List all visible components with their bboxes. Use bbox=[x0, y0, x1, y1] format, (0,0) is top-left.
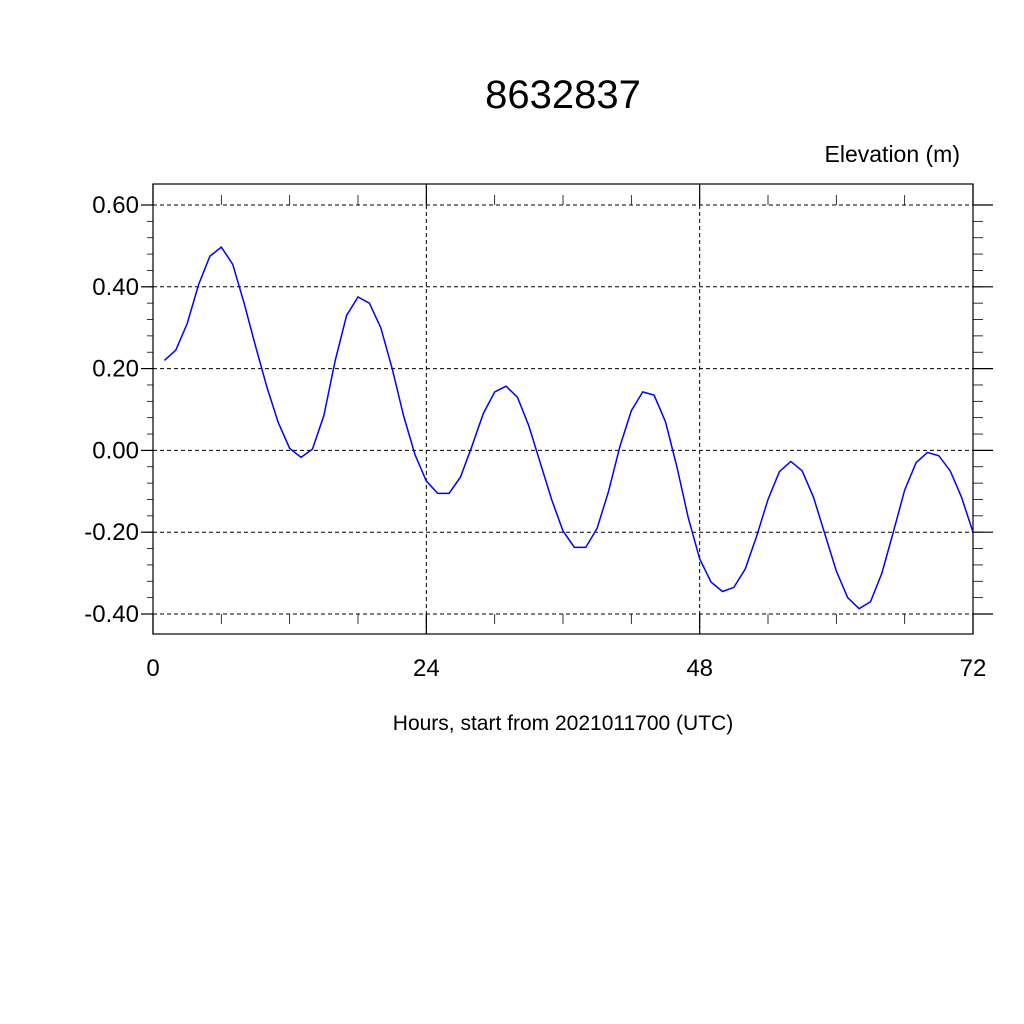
x-tick-label: 48 bbox=[686, 655, 713, 682]
minor-ticks bbox=[147, 195, 983, 624]
y-tick-label: 0.60 bbox=[92, 192, 139, 219]
plot-frame bbox=[152, 183, 974, 635]
x-axis-label: Hours, start from 2021011700 (UTC) bbox=[393, 712, 733, 735]
y-tick-label: 0.40 bbox=[92, 274, 139, 301]
grid-lines bbox=[152, 204, 974, 634]
chart-title: 8632837 bbox=[485, 73, 641, 117]
y-tick-label: -0.20 bbox=[84, 519, 139, 546]
x-tick-label: 72 bbox=[960, 655, 987, 682]
y-tick-label: 0.20 bbox=[92, 356, 139, 383]
elevation-series-line bbox=[163, 246, 974, 610]
y-tick-label: -0.40 bbox=[84, 601, 139, 628]
unit-label: Elevation (m) bbox=[825, 141, 960, 167]
x-tick-label: 24 bbox=[413, 655, 440, 682]
x-tick-labels: 0 24 48 72 bbox=[146, 655, 986, 682]
y-tick-label: 0.00 bbox=[92, 437, 139, 464]
x-tick-label: 0 bbox=[146, 655, 159, 682]
major-ticks bbox=[141, 184, 993, 634]
y-tick-labels: -0.40 -0.20 0.00 0.20 0.40 0.60 bbox=[84, 192, 139, 628]
series-layer bbox=[163, 246, 974, 610]
